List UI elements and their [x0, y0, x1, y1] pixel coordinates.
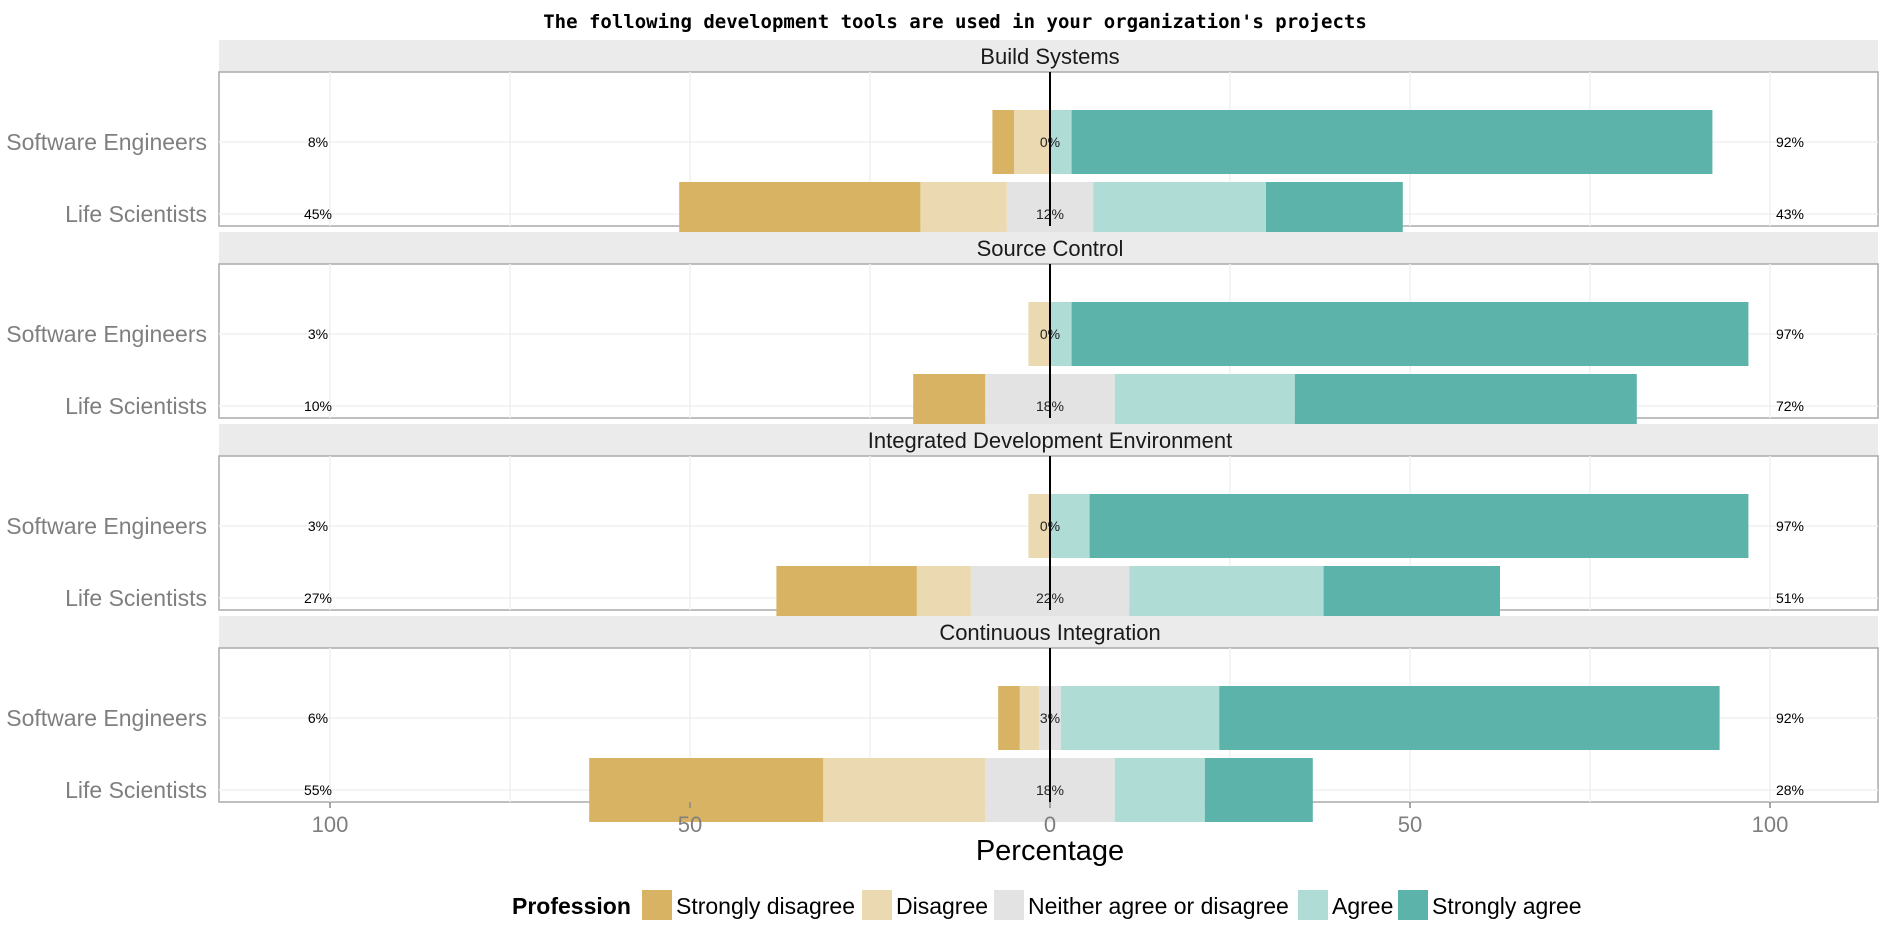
- legend-item: Agree: [1298, 890, 1393, 920]
- left-percent-label: 45%: [304, 206, 332, 222]
- right-percent-label: 43%: [1776, 206, 1804, 222]
- strongly-agree-bar: [1204, 758, 1313, 822]
- row-label: Software Engineers: [6, 705, 207, 731]
- legend-item: Strongly agree: [1398, 890, 1582, 920]
- legend-label: Strongly agree: [1432, 893, 1582, 919]
- facet-strip: [219, 40, 1878, 72]
- disagree-bar: [1028, 494, 1050, 558]
- strongly-disagree-bar: [998, 686, 1020, 750]
- row-label: Software Engineers: [6, 129, 207, 155]
- strongly-agree-bar: [1219, 686, 1720, 750]
- strongly-agree-bar: [1089, 494, 1749, 558]
- legend-swatch: [994, 890, 1024, 920]
- agree-bar: [1114, 758, 1205, 822]
- legend: Profession Strongly disagree Disagree Neith…: [512, 890, 1582, 920]
- legend-swatch: [1398, 890, 1428, 920]
- facet-title: Continuous Integration: [939, 620, 1160, 645]
- legend-item: Disagree: [862, 890, 988, 920]
- x-axis-title: Percentage: [976, 835, 1124, 867]
- strongly-disagree-bar: [589, 758, 824, 822]
- left-percent-label: 3%: [308, 326, 328, 342]
- agree-bar: [1060, 686, 1220, 750]
- legend-swatch: [1298, 890, 1328, 920]
- x-tick-label: 100: [1752, 812, 1789, 837]
- legend-swatch: [642, 890, 672, 920]
- disagree-bar: [1019, 686, 1040, 750]
- agree-bar: [1050, 494, 1090, 558]
- legend-label: Agree: [1332, 893, 1393, 919]
- legend-label: Disagree: [896, 893, 988, 919]
- row-label: Software Engineers: [6, 513, 207, 539]
- facet-panel: Continuous Integration Software Engineers…: [6, 616, 1879, 822]
- legend-title: Profession: [512, 893, 631, 919]
- right-percent-label: 97%: [1776, 518, 1804, 534]
- x-tick-label: 50: [1398, 812, 1422, 837]
- left-percent-label: 3%: [308, 518, 328, 534]
- disagree-bar: [1028, 302, 1050, 366]
- right-percent-label: 92%: [1776, 134, 1804, 150]
- facet-title: Build Systems: [980, 44, 1119, 69]
- chart-title: The following development tools are used…: [543, 11, 1367, 33]
- row-label: Life Scientists: [65, 393, 207, 419]
- facet-panel: Integrated Development Environment Softwa…: [6, 424, 1879, 630]
- facet-title: Source Control: [977, 236, 1124, 261]
- right-percent-label: 72%: [1776, 398, 1804, 414]
- left-percent-label: 6%: [308, 710, 328, 726]
- left-percent-label: 55%: [304, 782, 332, 798]
- right-percent-label: 28%: [1776, 782, 1804, 798]
- left-percent-label: 8%: [308, 134, 328, 150]
- right-percent-label: 97%: [1776, 326, 1804, 342]
- neither-bar: [985, 758, 1050, 822]
- strongly-disagree-bar: [992, 110, 1014, 174]
- strongly-agree-bar: [1071, 302, 1749, 366]
- row-label: Software Engineers: [6, 321, 207, 347]
- row-label: Life Scientists: [65, 777, 207, 803]
- facet-strip: [219, 424, 1878, 456]
- right-percent-label: 51%: [1776, 590, 1804, 606]
- right-percent-label: 92%: [1776, 710, 1804, 726]
- legend-swatch: [862, 890, 892, 920]
- neither-bar: [1050, 758, 1115, 822]
- facet-strip: [219, 232, 1878, 264]
- disagree-bar: [1014, 110, 1050, 174]
- x-tick-label: 100: [312, 812, 349, 837]
- left-percent-label: 27%: [304, 590, 332, 606]
- row-label: Life Scientists: [65, 201, 207, 227]
- disagree-bar: [823, 758, 986, 822]
- strongly-agree-bar: [1071, 110, 1713, 174]
- agree-bar: [1050, 110, 1072, 174]
- legend-label: Strongly disagree: [676, 893, 855, 919]
- legend-item: Neither agree or disagree: [994, 890, 1289, 920]
- legend-item: Strongly disagree: [642, 890, 855, 920]
- x-axis: 100 50 0 50 100: [312, 802, 1789, 837]
- neither-bar: [1050, 686, 1061, 750]
- legend-label: Neither agree or disagree: [1028, 893, 1289, 919]
- facet-title: Integrated Development Environment: [868, 428, 1232, 453]
- neither-bar: [1039, 686, 1050, 750]
- row-label: Life Scientists: [65, 585, 207, 611]
- facet-strip: [219, 616, 1878, 648]
- left-percent-label: 10%: [304, 398, 332, 414]
- agree-bar: [1050, 302, 1072, 366]
- x-tick-label: 0: [1044, 812, 1056, 837]
- x-tick-label: 50: [678, 812, 702, 837]
